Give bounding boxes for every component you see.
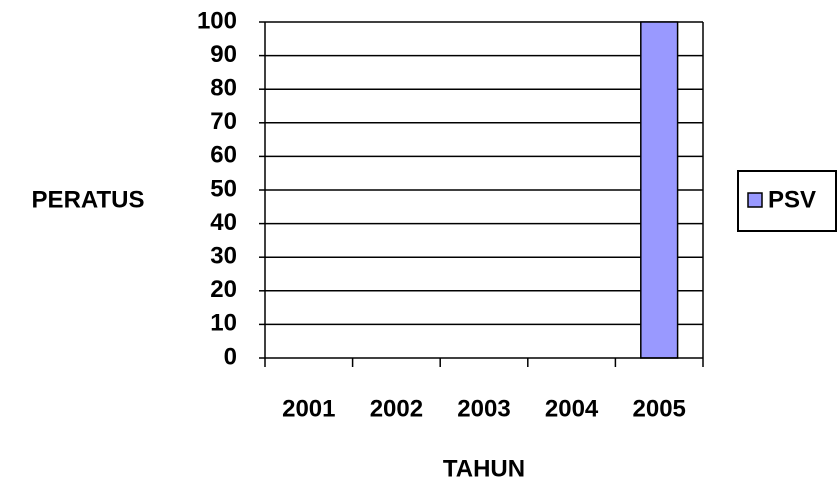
x-tick-label: 2005	[633, 395, 686, 422]
y-tick-label: 40	[210, 209, 237, 236]
bar-2005	[640, 21, 679, 359]
y-tick-label: 100	[197, 7, 237, 34]
y-tick-label: 90	[210, 41, 237, 68]
y-tick-label: 70	[210, 108, 237, 135]
y-tick-label: 50	[210, 175, 237, 202]
legend: PSV	[737, 170, 837, 232]
x-tick-label: 2001	[282, 395, 335, 422]
y-tick-label: 80	[210, 75, 237, 102]
x-tick-label: 2004	[545, 395, 599, 422]
x-axis-title: TAHUN	[443, 455, 525, 482]
y-tick-label: 60	[210, 142, 237, 169]
y-tick-labels: 0 10 20 30 40 50 60 70 80 90 100	[197, 7, 237, 370]
axes	[259, 21, 704, 367]
legend-label-psv: PSV	[768, 186, 816, 213]
y-tick-label: 10	[210, 310, 237, 337]
x-tick-label: 2003	[457, 395, 510, 422]
y-tick-label: 30	[210, 243, 237, 270]
legend-swatch-psv	[747, 192, 763, 208]
x-tick-label: 2002	[370, 395, 423, 422]
y-axis-title: PERATUS	[32, 186, 145, 213]
gridlines	[265, 21, 703, 326]
y-tick-label: 20	[210, 276, 237, 303]
bars	[640, 21, 679, 359]
y-tick-label: 0	[224, 343, 237, 370]
x-tick-labels: 2001 2002 2003 2004 2005	[282, 395, 686, 422]
